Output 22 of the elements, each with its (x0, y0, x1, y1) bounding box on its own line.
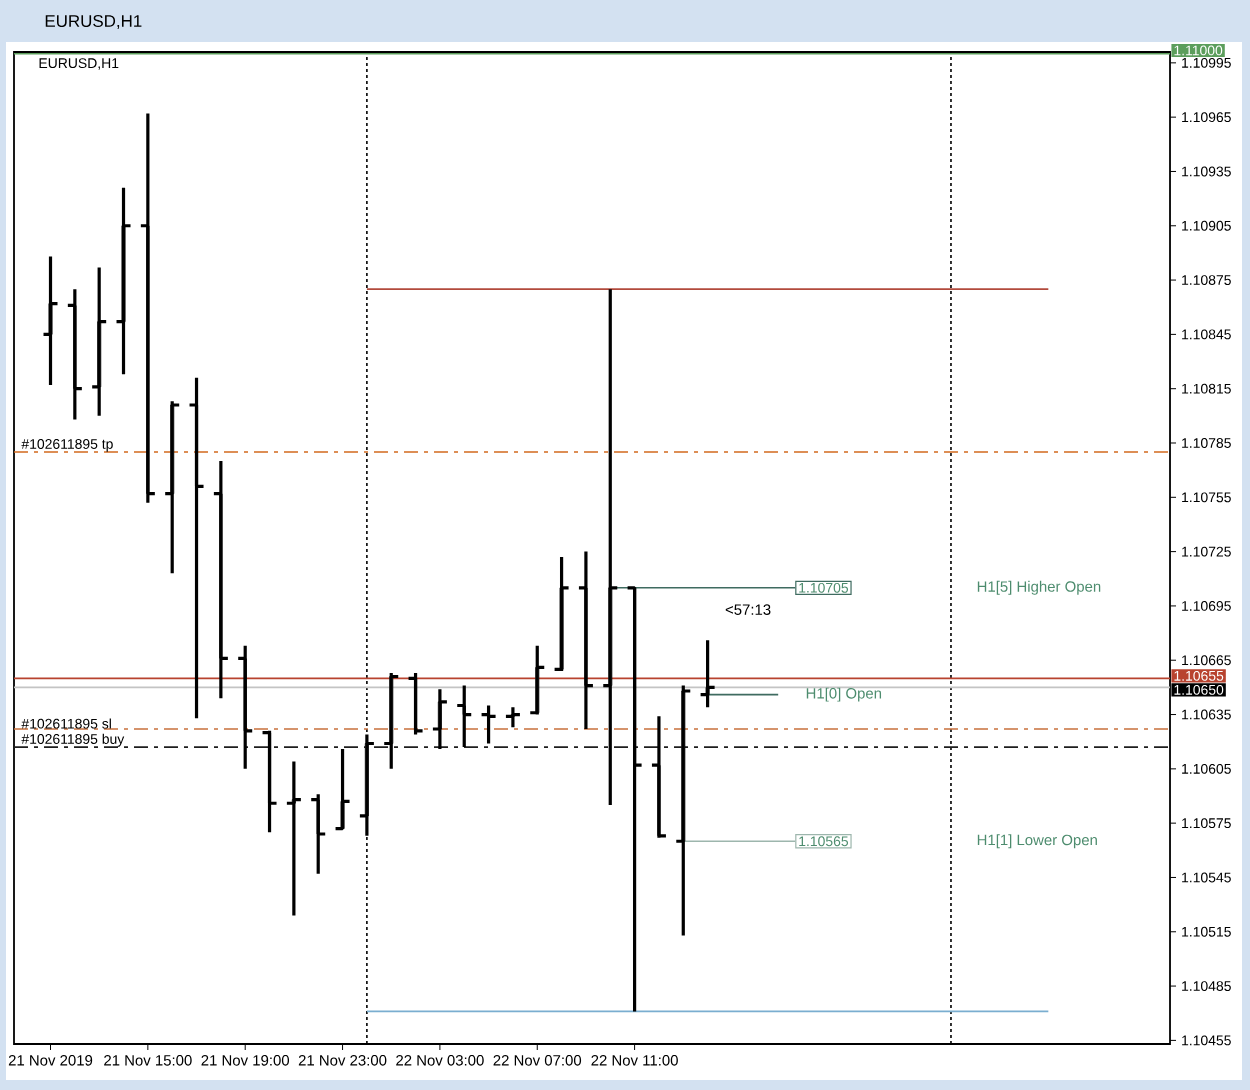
candlestick (309, 792, 327, 876)
candlestick (577, 550, 595, 731)
candlestick (212, 459, 230, 700)
candlestick (285, 760, 303, 918)
chart-title: EURUSD,H1 (45, 15, 142, 29)
candlestick (66, 287, 84, 422)
candlestick (431, 687, 449, 751)
candlestick (236, 644, 254, 771)
candlestick (382, 671, 400, 771)
candlestick (139, 111, 157, 505)
candlestick (601, 287, 619, 807)
candlestick (479, 703, 498, 746)
candlestick (187, 376, 206, 720)
candlestick (114, 186, 133, 376)
candlestick (406, 671, 425, 737)
candlestick (504, 705, 522, 729)
candlestick (41, 254, 60, 387)
candlestick (90, 265, 108, 418)
candlestick (163, 399, 181, 575)
candlestick (699, 638, 717, 709)
candlestick (674, 683, 692, 937)
candlestick (455, 683, 473, 749)
